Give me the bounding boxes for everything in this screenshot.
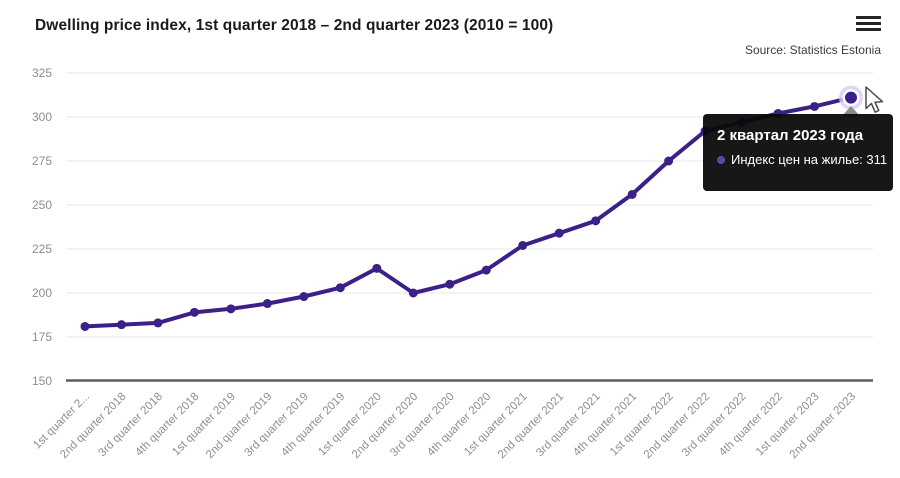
x-axis-label: 3rd quarter 2018	[96, 391, 165, 460]
data-point[interactable]	[554, 228, 564, 238]
data-point[interactable]	[299, 292, 309, 302]
tooltip-caret-icon	[842, 106, 860, 116]
x-axis-label: 2nd quarter 2021	[496, 391, 566, 461]
tooltip: 2 квартал 2023 года Индекс цен на жилье:…	[703, 114, 893, 191]
y-axis-label: 325	[32, 66, 52, 80]
hamburger-bar	[856, 22, 881, 25]
x-axis-label: 4th quarter 2019	[279, 391, 347, 459]
source-credit: Source: Statistics Estonia	[744, 43, 881, 57]
hamburger-menu-icon[interactable]	[856, 16, 881, 31]
data-point[interactable]	[189, 307, 199, 317]
y-axis-label: 250	[32, 198, 52, 212]
x-axis-label: 4th quarter 2018	[133, 391, 201, 459]
data-point[interactable]	[627, 189, 637, 199]
x-axis-label: 1st quarter 2022	[608, 391, 676, 459]
y-axis-label: 150	[32, 374, 52, 388]
data-point[interactable]	[153, 318, 163, 328]
hamburger-bar	[856, 28, 881, 31]
mouse-cursor-icon	[865, 86, 884, 113]
y-axis-label: 200	[32, 286, 52, 300]
series-bullet-icon	[717, 155, 725, 164]
x-axis-label: 3rd quarter 2021	[534, 391, 603, 460]
data-point[interactable]	[408, 288, 418, 298]
data-point[interactable]	[80, 321, 90, 331]
hamburger-bar	[856, 16, 881, 19]
x-axis-label: 2nd quarter 2022	[642, 391, 712, 461]
data-point[interactable]	[226, 304, 236, 314]
tooltip-title: 2 квартал 2023 года	[717, 127, 864, 144]
x-axis-label: 1st quarter 2021	[462, 391, 530, 459]
x-axis-label: 2nd quarter 2018	[58, 391, 128, 461]
data-point[interactable]	[116, 320, 126, 330]
data-point[interactable]	[262, 299, 272, 309]
data-point-active[interactable]	[845, 91, 857, 104]
y-axis-label: 275	[32, 154, 52, 168]
data-point[interactable]	[810, 101, 820, 111]
x-axis-label: 2nd quarter 2023	[788, 391, 858, 461]
chart-title: Dwelling price index, 1st quarter 2018 –…	[35, 17, 554, 34]
x-axis-label: 4th quarter 2021	[571, 391, 639, 459]
x-axis-label: 3rd quarter 2020	[388, 391, 457, 460]
data-point[interactable]	[664, 156, 674, 166]
x-axis-label: 2nd quarter 2020	[350, 391, 420, 461]
x-axis-label: 3rd quarter 2022	[680, 391, 749, 460]
y-axis-label: 175	[32, 330, 52, 344]
y-axis-label: 300	[32, 110, 52, 124]
data-point[interactable]	[445, 279, 455, 289]
data-point[interactable]	[335, 283, 345, 293]
data-point[interactable]	[481, 265, 491, 275]
tooltip-series-value: Индекс цен на жилье: 311	[731, 152, 888, 167]
x-axis-label: 1st quarter 2023	[754, 391, 822, 459]
x-axis-label: 3rd quarter 2019	[242, 391, 311, 460]
x-axis-label: 2nd quarter 2019	[204, 391, 274, 461]
data-point[interactable]	[372, 263, 382, 273]
x-axis-label: 4th quarter 2020	[425, 391, 493, 459]
data-point[interactable]	[518, 240, 528, 250]
x-axis-label: 4th quarter 2022	[717, 391, 785, 459]
x-axis-label: 1st quarter 2019	[170, 391, 238, 459]
y-axis-label: 225	[32, 242, 52, 256]
data-point[interactable]	[591, 216, 601, 226]
x-axis-label: 1st quarter 2020	[316, 391, 384, 459]
